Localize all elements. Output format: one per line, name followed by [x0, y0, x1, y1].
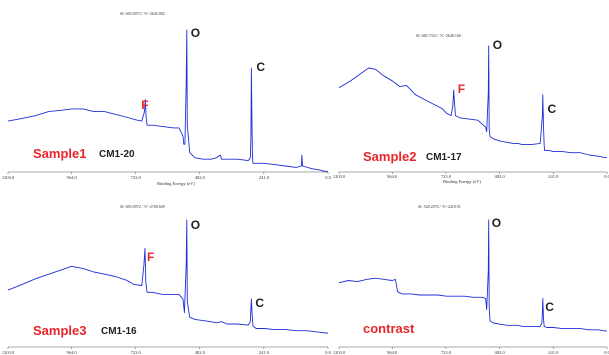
x-tick-label: 964.0 [387, 174, 398, 179]
chart-panel-sample2: SI: 682.7323 / 'S':-2648.166 Binding Ene… [332, 0, 609, 190]
x-tick-label: 241.0 [258, 175, 269, 180]
chart-header: SI: 682.7323 / 'S':-2648.166 [416, 33, 461, 38]
chart-panel-contrast: SI: 528.2070 / 'S':-2410.91 contrast 120… [332, 190, 609, 355]
peak-label-c: C [256, 60, 266, 74]
x-tick-label: 1203.0 [1, 350, 15, 355]
x-axis-label: Binding Energy (eV) [443, 179, 481, 184]
peak-label-c: C [255, 296, 265, 310]
peak-label-c: C [545, 300, 554, 314]
spectrum-plot [7, 219, 329, 349]
spectrum-line [7, 29, 328, 172]
sample-label: Sample3 [33, 323, 87, 338]
sample-label: Sample2 [363, 149, 417, 164]
sample-code-label: CM1-20 [99, 149, 135, 160]
x-tick-label: 0.0 [604, 174, 609, 179]
peak-label-o: O [190, 26, 201, 40]
x-axis-label: Binding Energy (eV) [157, 181, 195, 186]
spectrum-line [7, 219, 328, 334]
x-tick-label: 482.0 [194, 350, 205, 355]
spectrum-plot [338, 45, 608, 174]
peak-label-f: F [146, 250, 155, 264]
sample-code-label: CM1-17 [426, 152, 462, 163]
x-tick-label: 964.0 [66, 350, 77, 355]
spectrum-plot [7, 29, 329, 174]
x-tick-label: 241.0 [258, 350, 269, 355]
chart-header: SI: 683.9073 / 'S':-2645.882 [120, 11, 165, 16]
x-tick-label: 241.0 [548, 350, 559, 355]
chart-panel-sample3: SI: 683.9072 / 'S':-2768.669 Sample3 CM1… [0, 190, 335, 355]
x-tick-label: 482.0 [494, 174, 505, 179]
x-tick-label: 723.0 [130, 175, 141, 180]
spectrum-line [338, 45, 607, 158]
x-tick-label: 964.0 [66, 175, 77, 180]
peak-label-o: O [491, 216, 502, 230]
peak-label-o: O [190, 218, 201, 232]
x-tick-label: 0.0 [325, 175, 331, 180]
chart-panel-sample1: SI: 683.9073 / 'S':-2645.882 Binding Ene… [0, 0, 335, 190]
spectrum-line [338, 219, 607, 332]
x-tick-label: 723.0 [130, 350, 141, 355]
x-tick-label: 723.0 [440, 350, 451, 355]
peak-label-f: F [457, 82, 466, 96]
sample-label: contrast [363, 321, 415, 336]
spectrum-plot [338, 219, 608, 349]
peak-label-c: C [547, 102, 557, 116]
x-tick-label: 1203.0 [1, 175, 15, 180]
sample-code-label: CM1-16 [101, 326, 137, 337]
x-tick-label: 1203.0 [332, 350, 346, 355]
x-tick-label: 0.0 [604, 350, 609, 355]
x-tick-label: 1203.0 [332, 174, 346, 179]
x-tick-label: 241.0 [548, 174, 559, 179]
x-tick-label: 0.0 [325, 350, 331, 355]
x-tick-label: 964.0 [387, 350, 398, 355]
x-tick-label: 482.0 [194, 175, 205, 180]
x-tick-label: 482.0 [494, 350, 505, 355]
x-tick-label: 723.0 [440, 174, 451, 179]
chart-header: SI: 683.9072 / 'S':-2768.669 [120, 204, 165, 209]
sample-label: Sample1 [33, 146, 87, 161]
chart-header: SI: 528.2070 / 'S':-2410.91 [418, 204, 461, 209]
peak-label-o: O [492, 38, 503, 52]
peak-label-f: F [141, 98, 149, 112]
